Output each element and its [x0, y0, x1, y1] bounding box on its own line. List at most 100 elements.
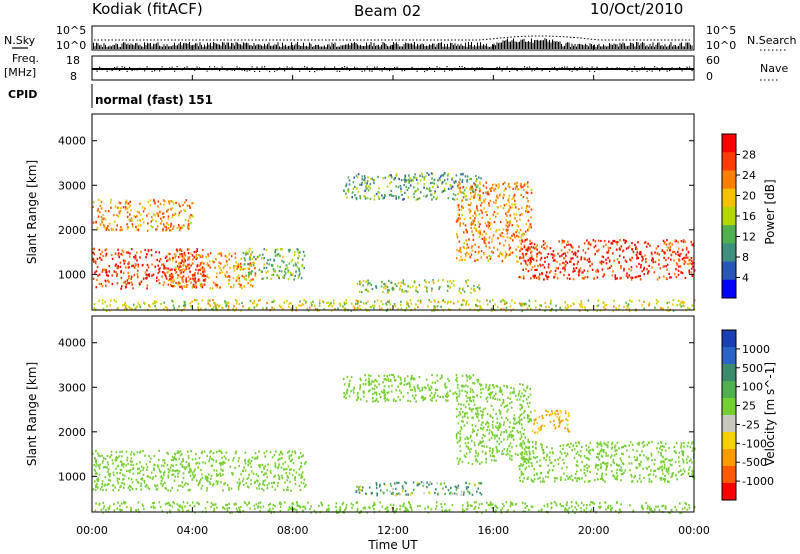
rti-cell: [332, 299, 335, 302]
rti-cell: [129, 460, 132, 463]
rti-cell: [675, 239, 677, 242]
rti-cell: [466, 230, 469, 233]
nave-dot: [389, 69, 391, 72]
rti-cell: [507, 210, 510, 213]
rti-cell: [236, 481, 239, 484]
rti-cell: [635, 275, 638, 278]
rti-cell: [126, 207, 129, 210]
rti-cell: [463, 454, 466, 457]
rti-cell: [212, 299, 214, 302]
rti-cell: [191, 478, 194, 481]
rti-cell: [529, 401, 531, 404]
rti-cell: [170, 208, 172, 211]
rti-cell: [541, 446, 543, 449]
rti-cell: [357, 391, 359, 394]
nave-dot: [249, 69, 251, 71]
rti-cell: [589, 264, 591, 267]
rti-cell: [462, 186, 464, 189]
rti-cell: [529, 387, 531, 391]
rti-cell: [188, 266, 191, 269]
nsky-bar: [672, 46, 673, 49]
rti-cell: [129, 307, 132, 310]
rti-cell: [670, 276, 672, 279]
rti-cell: [517, 260, 519, 263]
rti-cell: [138, 304, 141, 307]
rti-cell: [576, 477, 578, 480]
rti-cell: [509, 421, 511, 424]
rti-cell: [526, 248, 528, 251]
rti-cell: [508, 444, 511, 447]
rti-cell: [202, 275, 205, 278]
rti-cell: [125, 206, 127, 210]
nave-dot: [371, 70, 373, 72]
rti-cell: [513, 417, 515, 420]
nsky-bar: [330, 46, 331, 49]
rti-cell: [467, 279, 469, 282]
rti-cell: [514, 187, 517, 190]
rti-cell: [128, 282, 131, 285]
rti-cell: [225, 303, 228, 307]
rti-cell: [523, 244, 526, 247]
rti-cell: [599, 261, 601, 264]
nsky-bar: [247, 43, 249, 49]
rti-cell: [500, 390, 502, 393]
rti-cell: [605, 258, 607, 261]
rti-cell: [290, 489, 292, 492]
rti-cell: [504, 250, 507, 253]
nave-dot: [511, 67, 513, 69]
rti-cell: [467, 441, 469, 444]
rti-cell: [187, 454, 190, 457]
rti-cell: [530, 254, 533, 257]
rti-cell: [389, 174, 392, 177]
rti-cell: [619, 248, 621, 251]
rti-cell: [128, 205, 131, 208]
rti-cell: [493, 246, 495, 249]
nsky-bar: [451, 43, 453, 49]
rti-cell: [462, 191, 464, 194]
nsky-bar: [505, 39, 507, 49]
rti-cell: [623, 256, 625, 259]
rti-cell: [301, 475, 304, 478]
rti-cell: [187, 489, 190, 492]
rti-cell: [418, 376, 421, 379]
nsky-bar: [603, 44, 604, 49]
nsky-bar: [229, 46, 231, 49]
rti-cell: [141, 477, 144, 480]
nsky-bar: [223, 42, 225, 49]
rti-cell: [463, 189, 466, 192]
rti-cell: [478, 442, 481, 445]
rti-cell: [669, 276, 671, 279]
rti-cell: [506, 221, 509, 224]
rti-cell: [487, 226, 490, 229]
nsearch-label: N.Search: [747, 34, 797, 47]
rti-cell: [117, 482, 120, 485]
rti-cell: [663, 256, 665, 259]
rti-cell: [161, 275, 163, 278]
rti-cell: [173, 307, 175, 310]
rti-cell: [546, 255, 549, 259]
nsky-bar: [487, 46, 489, 49]
rti-cell: [247, 282, 249, 285]
nave-dot: [151, 70, 153, 73]
rti-cell: [273, 270, 275, 273]
rti-cell: [598, 248, 600, 251]
nave-dot: [449, 69, 451, 71]
rti-cell: [175, 281, 177, 284]
rti-cell: [529, 393, 532, 396]
nsky-bar: [685, 42, 687, 49]
rti-cell: [261, 253, 264, 256]
rti-cell: [102, 254, 104, 258]
rti-cell: [650, 454, 653, 457]
rti-cell: [110, 453, 113, 457]
rti-cell: [468, 238, 470, 241]
rti-cell: [526, 413, 529, 417]
nsky-bar: [691, 45, 693, 49]
rti-cell: [292, 462, 295, 465]
rti-cell: [479, 388, 482, 391]
rti-cell: [499, 410, 502, 413]
rti-cell: [513, 426, 516, 429]
rti-cell: [397, 186, 400, 189]
rti-cell: [664, 449, 667, 452]
nsky-bar: [679, 43, 681, 49]
rti-cell: [115, 456, 118, 459]
